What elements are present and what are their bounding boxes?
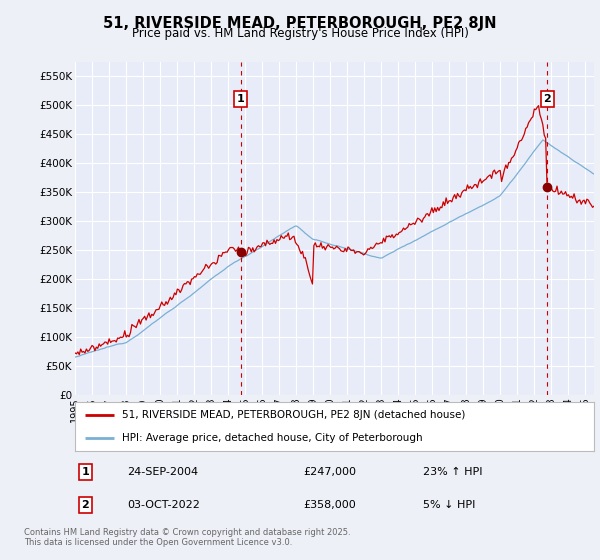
Text: 5% ↓ HPI: 5% ↓ HPI	[423, 500, 475, 510]
Text: £358,000: £358,000	[304, 500, 356, 510]
Text: £247,000: £247,000	[304, 467, 356, 477]
Text: 51, RIVERSIDE MEAD, PETERBOROUGH, PE2 8JN: 51, RIVERSIDE MEAD, PETERBOROUGH, PE2 8J…	[103, 16, 497, 31]
Text: 2: 2	[544, 94, 551, 104]
Text: 03-OCT-2022: 03-OCT-2022	[127, 500, 200, 510]
Text: 1: 1	[236, 94, 244, 104]
Text: HPI: Average price, detached house, City of Peterborough: HPI: Average price, detached house, City…	[122, 433, 422, 444]
Text: 23% ↑ HPI: 23% ↑ HPI	[423, 467, 482, 477]
Text: Contains HM Land Registry data © Crown copyright and database right 2025.
This d: Contains HM Land Registry data © Crown c…	[24, 528, 350, 547]
Text: 1: 1	[82, 467, 89, 477]
Text: 2: 2	[82, 500, 89, 510]
Text: Price paid vs. HM Land Registry's House Price Index (HPI): Price paid vs. HM Land Registry's House …	[131, 27, 469, 40]
Text: 51, RIVERSIDE MEAD, PETERBOROUGH, PE2 8JN (detached house): 51, RIVERSIDE MEAD, PETERBOROUGH, PE2 8J…	[122, 410, 465, 421]
Text: 24-SEP-2004: 24-SEP-2004	[127, 467, 198, 477]
